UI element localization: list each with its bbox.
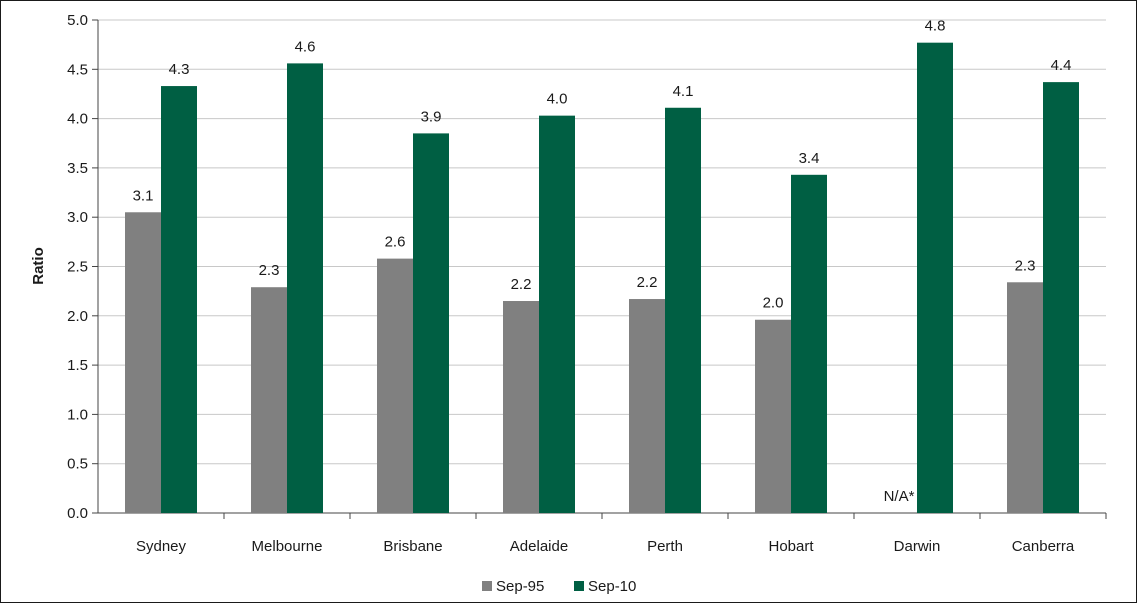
y-tick-label: 3.5 <box>67 160 88 177</box>
bar-sep-10 <box>1043 82 1079 514</box>
category-label: Darwin <box>894 538 941 555</box>
bar-sep-95 <box>1007 282 1043 513</box>
bar-sep-10 <box>539 115 575 513</box>
bars <box>125 42 1079 514</box>
category-label: Sydney <box>136 538 187 555</box>
y-tick-label: 5.0 <box>67 12 88 29</box>
category-label: Brisbane <box>383 538 442 555</box>
category-label: Melbourne <box>252 538 323 555</box>
data-label: 3.4 <box>799 150 820 167</box>
data-label: 2.3 <box>259 262 280 279</box>
data-label: 2.6 <box>385 234 406 251</box>
x-axis-categories: Sydney Melbourne Brisbane Adelaide Perth Hoba… <box>136 513 1107 555</box>
data-labels: 3.1 4.3 2.3 4.6 2.6 3.9 2.2 4.0 2.2 4.1 2.0 3.4 N/A*… <box>133 18 1072 505</box>
y-tick-label: 4.5 <box>67 61 88 78</box>
bar-sep-10 <box>287 63 323 513</box>
legend-label: Sep-10 <box>588 578 636 595</box>
legend-swatch <box>574 581 584 591</box>
y-tick-label: 3.0 <box>67 209 88 226</box>
bar-sep-95 <box>755 319 791 513</box>
bar-sep-95 <box>377 258 413 513</box>
gridlines <box>98 19 1106 514</box>
legend-label: Sep-95 <box>496 578 544 595</box>
y-tick-label: 1.0 <box>67 406 88 423</box>
category-label: Perth <box>647 538 683 555</box>
y-tick-label: 4.0 <box>67 111 88 128</box>
bar-sep-10 <box>161 86 197 513</box>
y-axis-title: Ratio <box>30 247 47 285</box>
data-label: 4.6 <box>295 38 316 55</box>
y-tick-label: 0.5 <box>67 456 88 473</box>
data-label: 4.3 <box>169 61 190 78</box>
data-label: 4.0 <box>547 91 568 108</box>
category-label: Hobart <box>768 538 814 555</box>
data-label: 2.0 <box>763 295 784 312</box>
bar-sep-10 <box>413 133 449 513</box>
category-label: Canberra <box>1012 538 1075 555</box>
data-label: 2.2 <box>637 274 658 291</box>
data-label-na: N/A* <box>884 488 915 505</box>
data-label: 4.8 <box>925 18 946 35</box>
legend-swatch <box>482 581 492 591</box>
data-label: 2.3 <box>1015 257 1036 274</box>
category-label: Adelaide <box>510 538 568 555</box>
y-tick-label: 2.5 <box>67 259 88 276</box>
bar-sep-10 <box>917 42 953 513</box>
bar-sep-95 <box>503 301 539 513</box>
data-label: 4.1 <box>673 83 694 100</box>
bar-sep-95 <box>251 287 287 513</box>
data-label: 3.9 <box>421 108 442 125</box>
bar-sep-95 <box>629 299 665 513</box>
y-tick-label: 1.5 <box>67 357 88 374</box>
data-label: 4.4 <box>1051 57 1072 74</box>
y-axis-ticks: 0.0 0.5 1.0 1.5 2.0 2.5 3.0 3.5 4.0 4.5 5.0 <box>67 12 99 522</box>
bar-sep-95 <box>125 212 161 513</box>
data-label: 3.1 <box>133 187 154 204</box>
legend: Sep-95 Sep-10 <box>482 578 636 595</box>
bar-sep-10 <box>791 174 827 513</box>
y-tick-label: 2.0 <box>67 308 88 325</box>
y-tick-label: 0.0 <box>67 505 88 522</box>
data-label: 2.2 <box>511 276 532 293</box>
bar-sep-10 <box>665 107 701 513</box>
